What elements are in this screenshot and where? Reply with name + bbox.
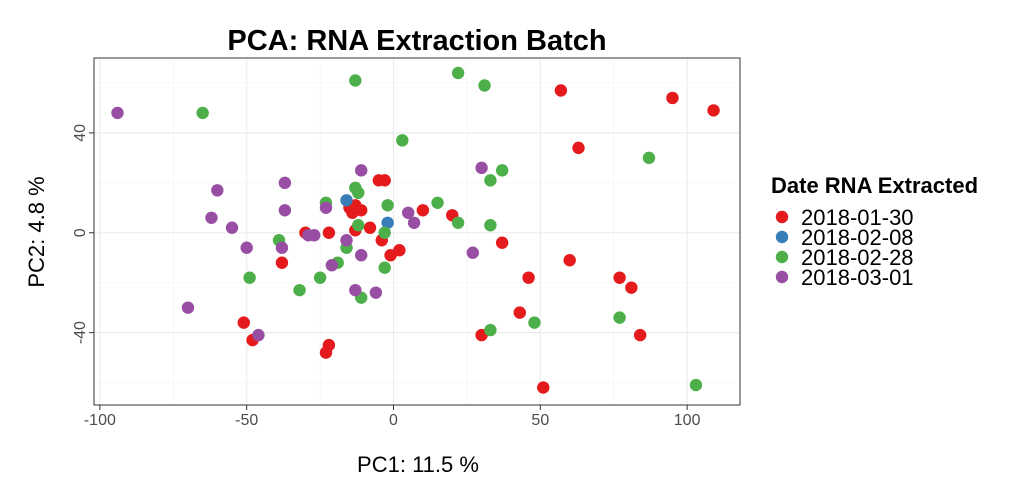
data-point-2018-02-08 bbox=[340, 194, 353, 207]
data-point-2018-02-28 bbox=[451, 66, 465, 80]
data-point-2018-02-28 bbox=[378, 226, 391, 239]
data-point-2018-02-28 bbox=[451, 216, 465, 229]
data-point-2018-03-01 bbox=[325, 259, 339, 272]
data-point-2018-02-28 bbox=[642, 151, 656, 165]
data-point-2018-01-30 bbox=[513, 306, 526, 319]
data-point-2018-01-30 bbox=[537, 381, 550, 394]
data-point-2018-03-01 bbox=[401, 206, 415, 219]
legend-label: 2018-02-28 bbox=[801, 245, 914, 270]
data-point-2018-03-01 bbox=[225, 221, 239, 234]
data-point-2018-02-28 bbox=[352, 186, 365, 200]
data-point-2018-02-28 bbox=[613, 311, 626, 324]
data-point-2018-02-28 bbox=[352, 219, 365, 232]
data-point-2018-02-28 bbox=[484, 174, 497, 187]
y-tick-label: -40 bbox=[72, 321, 89, 344]
y-tick-label: 40 bbox=[72, 124, 89, 142]
data-point-2018-02-28 bbox=[293, 283, 306, 297]
data-point-2018-03-01 bbox=[369, 286, 383, 299]
data-point-2018-03-01 bbox=[278, 204, 292, 217]
data-point-2018-01-30 bbox=[625, 281, 638, 294]
x-tick-label: -50 bbox=[235, 412, 258, 429]
x-tick-label: 50 bbox=[531, 412, 549, 429]
data-point-2018-01-30 bbox=[633, 328, 647, 342]
legend-key bbox=[775, 270, 789, 284]
data-point-2018-02-28 bbox=[478, 79, 491, 92]
data-point-2018-03-01 bbox=[181, 301, 195, 314]
data-point-2018-01-30 bbox=[563, 254, 576, 267]
grid bbox=[94, 58, 740, 405]
data-point-2018-03-01 bbox=[355, 164, 368, 177]
data-point-2018-01-30 bbox=[613, 271, 626, 284]
data-point-2018-02-28 bbox=[396, 134, 409, 147]
data-point-2018-02-28 bbox=[689, 378, 703, 392]
data-point-2018-01-30 bbox=[522, 271, 535, 284]
data-point-2018-01-30 bbox=[275, 256, 289, 269]
data-point-2018-02-28 bbox=[495, 164, 509, 177]
data-point-2018-02-28 bbox=[528, 316, 541, 329]
data-point-2018-01-30 bbox=[554, 84, 568, 97]
legend-label: 2018-01-30 bbox=[801, 205, 914, 230]
legend-key bbox=[775, 210, 789, 224]
data-point-2018-03-01 bbox=[111, 106, 124, 120]
data-point-2018-01-30 bbox=[666, 91, 679, 105]
data-point-2018-03-01 bbox=[466, 246, 479, 259]
data-point-2018-01-30 bbox=[393, 244, 406, 257]
axis-ticks: -100 -50 0 50 100 -40 0 40 bbox=[72, 124, 701, 429]
data-point-2018-01-30 bbox=[572, 141, 585, 155]
data-point-2018-01-30 bbox=[346, 206, 359, 219]
data-points bbox=[111, 66, 720, 394]
data-point-2018-02-08 bbox=[381, 216, 394, 229]
data-point-2018-03-01 bbox=[211, 184, 224, 197]
plot-panel-border bbox=[93, 57, 741, 406]
data-point-2018-01-30 bbox=[319, 346, 333, 359]
data-point-2018-02-28 bbox=[484, 219, 497, 232]
data-point-2018-02-28 bbox=[196, 106, 209, 120]
legend-label: 2018-03-01 bbox=[801, 265, 914, 290]
data-point-2018-02-28 bbox=[243, 271, 256, 284]
x-axis-title: PC1: 11.5 % bbox=[357, 452, 479, 477]
legend-key bbox=[775, 230, 789, 244]
data-point-2018-01-30 bbox=[237, 316, 250, 329]
data-point-2018-03-01 bbox=[252, 328, 265, 342]
data-point-2018-01-30 bbox=[416, 204, 430, 217]
data-point-2018-03-01 bbox=[340, 234, 353, 247]
legend-title: Date RNA Extracted bbox=[771, 173, 978, 198]
x-tick-label: 100 bbox=[674, 412, 701, 429]
legend: Date RNA Extracted 2018-01-302018-02-082… bbox=[771, 173, 978, 290]
data-point-2018-03-01 bbox=[355, 249, 368, 262]
data-point-2018-01-30 bbox=[322, 226, 336, 239]
data-point-2018-03-01 bbox=[407, 216, 421, 229]
data-point-2018-02-28 bbox=[349, 74, 362, 87]
data-point-2018-01-30 bbox=[378, 174, 391, 187]
data-point-2018-03-01 bbox=[475, 161, 488, 175]
data-point-2018-03-01 bbox=[302, 229, 315, 242]
data-point-2018-02-28 bbox=[381, 199, 394, 212]
data-point-2018-03-01 bbox=[240, 241, 253, 254]
y-tick-label: 0 bbox=[72, 228, 89, 237]
data-point-2018-02-28 bbox=[484, 323, 497, 337]
legend-label: 2018-02-08 bbox=[801, 225, 914, 250]
data-point-2018-03-01 bbox=[205, 211, 218, 224]
data-point-2018-01-30 bbox=[495, 236, 509, 249]
data-point-2018-03-01 bbox=[319, 201, 333, 214]
data-point-2018-02-28 bbox=[431, 196, 444, 209]
data-point-2018-02-28 bbox=[378, 261, 391, 274]
data-point-2018-03-01 bbox=[278, 176, 292, 190]
x-tick-label: 0 bbox=[389, 412, 398, 429]
data-point-2018-03-01 bbox=[349, 283, 362, 297]
data-point-2018-01-30 bbox=[363, 221, 377, 234]
data-point-2018-02-28 bbox=[313, 271, 327, 284]
chart-title: PCA: RNA Extraction Batch bbox=[227, 25, 606, 57]
data-point-2018-01-30 bbox=[707, 104, 720, 117]
x-tick-label: -100 bbox=[84, 412, 116, 429]
y-axis-title: PC2: 4.8 % bbox=[24, 176, 49, 287]
legend-key bbox=[775, 250, 789, 264]
data-point-2018-03-01 bbox=[275, 241, 289, 254]
